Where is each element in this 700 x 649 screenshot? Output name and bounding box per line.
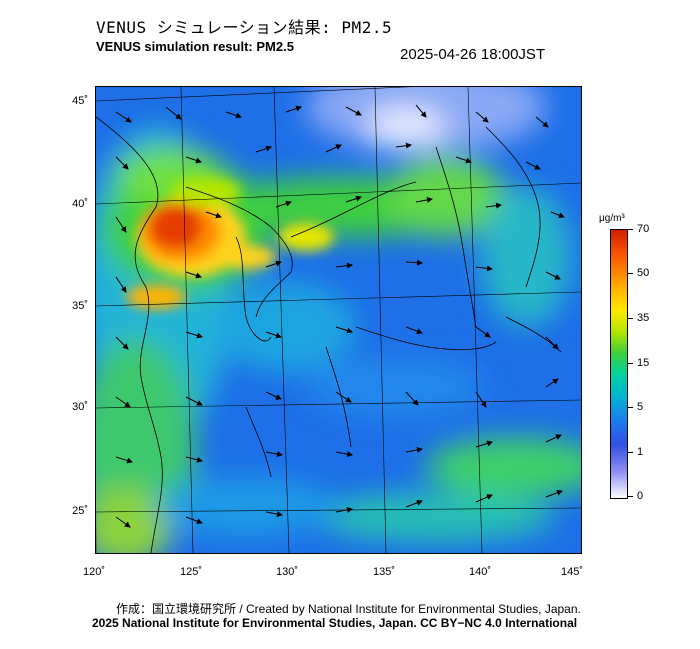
map-canvas — [96, 87, 581, 553]
colorbar-tick — [627, 452, 633, 453]
colorbar-label: 15 — [637, 357, 650, 369]
colorbar-label: 70 — [637, 223, 650, 235]
license-line: 2025 National Institute for Environmenta… — [92, 616, 578, 630]
colorbar-label: 0 — [637, 490, 644, 502]
colorbar-tick — [627, 273, 633, 274]
lon-label-145: 145˚ — [560, 566, 584, 578]
colorbar-tick — [627, 496, 633, 497]
colorbar — [610, 229, 628, 499]
colorbar-tick — [627, 318, 633, 319]
colorbar-label: 1 — [637, 446, 644, 458]
pm25-map — [95, 86, 582, 554]
colorbar-tick — [627, 363, 633, 364]
colorbar-label: 35 — [637, 312, 650, 324]
graticule — [96, 87, 581, 553]
colorbar-tick — [627, 407, 633, 408]
lat-label-25: 25˚ — [72, 505, 88, 517]
lat-label-35: 35˚ — [72, 300, 88, 312]
lat-label-30: 30˚ — [72, 401, 88, 413]
timestamp: 2025-04-26 18:00JST — [400, 46, 546, 63]
colorbar-label: 5 — [637, 401, 644, 413]
lon-label-120: 120˚ — [82, 566, 106, 578]
title-japanese: VENUS シミュレーション結果: PM2.5 — [96, 18, 393, 37]
lat-label-45: 45˚ — [72, 95, 88, 107]
lat-label-40: 40˚ — [72, 198, 88, 210]
title-english: VENUS simulation result: PM2.5 — [96, 39, 294, 54]
lon-label-140: 140˚ — [468, 566, 492, 578]
colorbar-label: 50 — [637, 267, 650, 279]
lon-label-125: 125˚ — [179, 566, 203, 578]
colorbar-tick — [627, 229, 633, 230]
wind-vectors — [115, 104, 565, 528]
lon-label-130: 130˚ — [275, 566, 299, 578]
colorbar-unit: μg/m³ — [599, 213, 625, 224]
lon-label-135: 135˚ — [372, 566, 396, 578]
coastlines — [96, 116, 562, 553]
credit-line: 作成：国立環境研究所 / Created by National Institu… — [116, 602, 581, 616]
